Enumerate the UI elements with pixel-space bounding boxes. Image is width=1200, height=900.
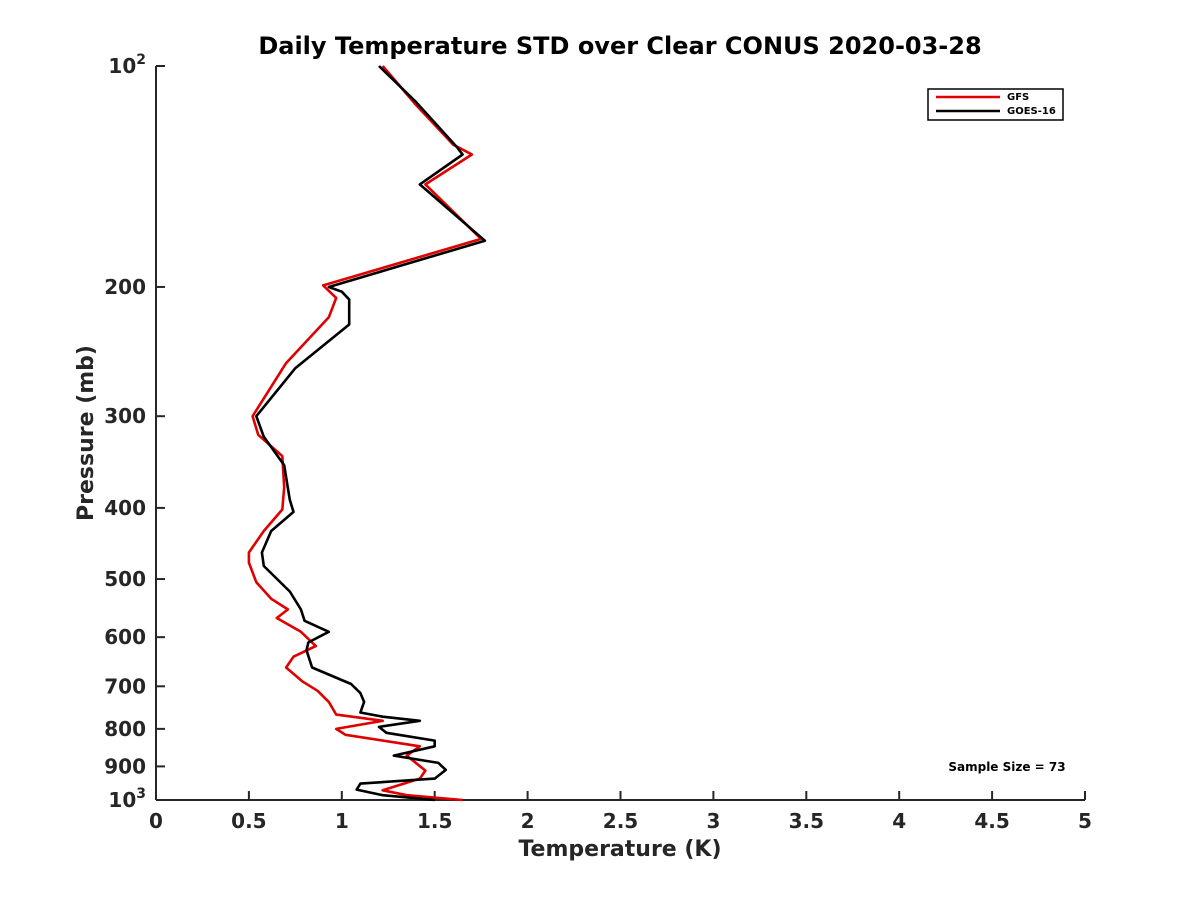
y-tick-label: 600 bbox=[104, 625, 146, 649]
legend-label-goes16: GOES-16 bbox=[1007, 106, 1056, 117]
y-tick-label: 102 bbox=[108, 52, 146, 78]
y-axis-label: Pressure (mb) bbox=[74, 345, 99, 521]
y-axis-ticks: 102 200 300 400 500 600 700 800 900 103 bbox=[104, 52, 165, 812]
y-tick-label: 200 bbox=[104, 275, 146, 299]
legend-label-gfs: GFS bbox=[1007, 92, 1029, 103]
x-tick-label: 4 bbox=[892, 809, 906, 833]
y-tick-label: 900 bbox=[104, 754, 146, 778]
x-tick-label: 5 bbox=[1078, 809, 1092, 833]
series-line-goes16 bbox=[254, 65, 487, 802]
x-tick-label: 0 bbox=[149, 809, 163, 833]
legend-box bbox=[927, 88, 1064, 121]
x-tick-label: 3.5 bbox=[789, 809, 824, 833]
chart-title: Daily Temperature STD over Clear CONUS 2… bbox=[258, 32, 981, 60]
y-tick-label: 400 bbox=[104, 496, 146, 520]
y-tick-label: 800 bbox=[104, 717, 146, 741]
legend: GFS GOES-16 bbox=[927, 88, 1064, 121]
y-tick-label: 103 bbox=[108, 786, 146, 812]
x-axis-label: Temperature (K) bbox=[518, 837, 721, 862]
x-tick-label: 0.5 bbox=[231, 809, 266, 833]
y-tick-label: 700 bbox=[104, 674, 146, 698]
series-line-gfs bbox=[247, 65, 483, 802]
x-tick-label: 1.5 bbox=[417, 809, 452, 833]
x-tick-label: 2 bbox=[521, 809, 535, 833]
x-tick-label: 2.5 bbox=[603, 809, 638, 833]
y-tick-label: 500 bbox=[104, 567, 146, 591]
sample-size-annotation: Sample Size = 73 bbox=[948, 760, 1065, 774]
series-layer bbox=[247, 65, 487, 802]
x-tick-label: 4.5 bbox=[974, 809, 1009, 833]
x-axis-ticks: 0 0.5 1 1.5 2 2.5 3 3.5 4 4.5 5 bbox=[149, 791, 1092, 833]
x-tick-label: 1 bbox=[335, 809, 349, 833]
x-tick-label: 3 bbox=[706, 809, 720, 833]
y-tick-label: 300 bbox=[104, 404, 146, 428]
